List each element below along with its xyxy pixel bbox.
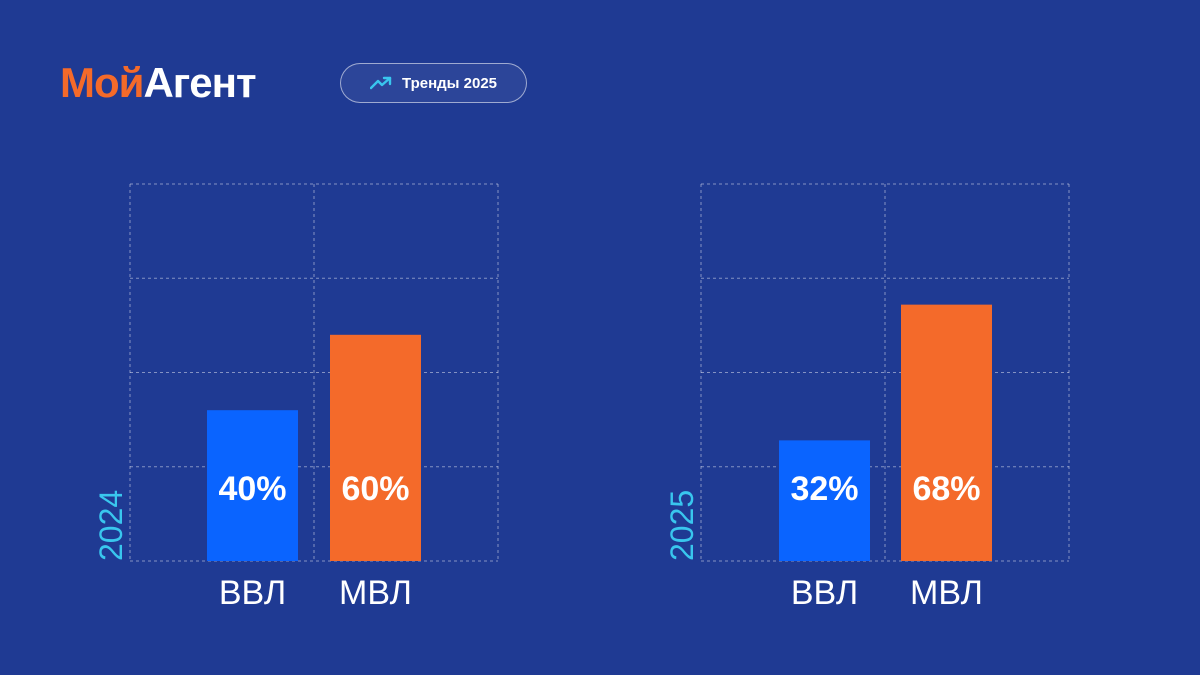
category-label: МВЛ	[339, 574, 412, 612]
chart-2024: 40% ВВЛ 60% МВЛ 2024	[93, 183, 499, 612]
year-label: 2024	[93, 490, 129, 561]
bar-value-label: 68%	[912, 470, 980, 508]
bar-value-label: 32%	[790, 470, 858, 508]
brand-logo: МойАгент	[60, 56, 257, 110]
category-label: ВВЛ	[219, 574, 286, 612]
trending-up-icon	[369, 76, 392, 90]
brand-name-part2: Агент	[143, 59, 256, 106]
bar-value-label: 60%	[341, 470, 409, 508]
bar-vvl	[779, 440, 870, 561]
bar-mvl	[901, 304, 992, 561]
bar-value-label: 40%	[218, 470, 286, 508]
brand-name-part1: Мой	[60, 59, 144, 106]
chart-2025: 32% ВВЛ 68% МВЛ 2025	[664, 183, 1070, 612]
trends-badge-label: Тренды 2025	[401, 74, 498, 92]
year-label: 2025	[664, 490, 700, 561]
category-label: МВЛ	[910, 574, 983, 612]
category-label: ВВЛ	[791, 574, 858, 612]
bar-vvl	[207, 410, 298, 561]
bar-mvl	[330, 334, 421, 561]
trends-badge: Тренды 2025	[340, 63, 527, 103]
